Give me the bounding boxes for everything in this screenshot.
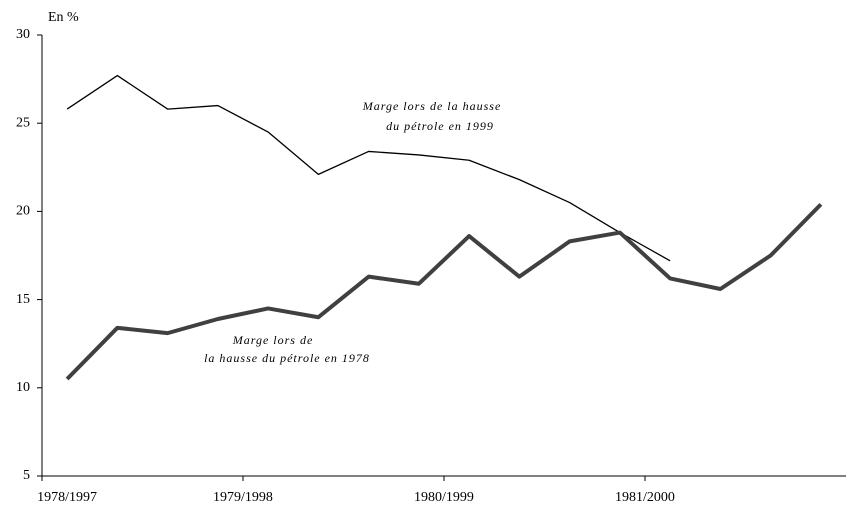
annotation: la hausse du pétrole en 1978 (204, 351, 370, 365)
x-tick-label: 1978/1997 (37, 490, 97, 505)
x-tick-label: 1979/1998 (213, 490, 273, 505)
x-tick-label: 1981/2000 (615, 490, 675, 505)
y-axis-label: En % (48, 10, 79, 25)
y-tick-label: 30 (16, 27, 30, 42)
y-tick-label: 10 (16, 380, 30, 395)
line-series (66, 74, 671, 262)
annotation: Marge lors de la hausse (362, 99, 502, 113)
annotation: du pétrole en 1999 (386, 119, 494, 133)
y-tick-label: 25 (16, 115, 30, 130)
y-tick-label: 5 (23, 468, 30, 483)
x-tick-label: 1980/1999 (414, 490, 474, 505)
annotation: Marge lors de (232, 333, 314, 347)
y-tick-label: 20 (16, 204, 30, 219)
line-series (65, 202, 823, 381)
y-tick-label: 15 (16, 292, 30, 307)
